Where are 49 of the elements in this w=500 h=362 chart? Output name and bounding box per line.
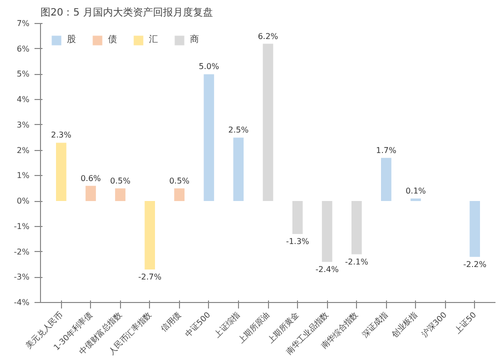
y-tick-label: 7% <box>16 19 30 28</box>
bar <box>410 198 421 202</box>
bar <box>381 158 392 202</box>
chart-title: 图20：5 月国内大类资产回报月度复盘 <box>40 6 213 18</box>
data-label: 6.2% <box>258 32 279 41</box>
y-tick-label: -1% <box>14 222 30 231</box>
bar <box>262 44 274 202</box>
x-tick-label: 信用债 <box>159 310 183 334</box>
legend-label: 股 <box>67 34 77 46</box>
bar <box>144 201 155 270</box>
y-tick-label: -4% <box>14 298 30 307</box>
data-label: -2.4% <box>315 264 340 274</box>
y-tick-label: 4% <box>16 95 30 104</box>
x-tick-label: 创业板指 <box>390 310 419 340</box>
bar <box>174 188 185 202</box>
y-tick-label: 6% <box>16 44 30 54</box>
y-tick-label: 2% <box>16 146 30 155</box>
bar <box>470 201 480 257</box>
bar <box>322 201 332 262</box>
bar <box>86 186 96 202</box>
data-label: -2.2% <box>463 260 487 269</box>
bar <box>233 138 244 202</box>
legend-label: 商 <box>190 34 200 46</box>
bar <box>351 201 362 254</box>
legend-label: 汇 <box>149 34 159 46</box>
legend-label: 债 <box>108 34 118 46</box>
data-label: 5.0% <box>198 62 220 72</box>
data-label: -2.1% <box>345 257 369 266</box>
y-tick-label: 0% <box>16 196 30 206</box>
x-tick-label: 深证成指 <box>360 310 390 340</box>
bar <box>115 188 126 202</box>
data-label: -2.7% <box>138 272 162 282</box>
data-label: 2.5% <box>228 126 250 135</box>
data-label: -1.3% <box>286 237 310 246</box>
data-label: 2.3% <box>51 130 72 140</box>
data-label: 0.5% <box>110 176 131 186</box>
y-tick-label: -2% <box>14 247 30 256</box>
bar <box>204 74 214 202</box>
data-label: 0.1% <box>406 186 426 196</box>
y-tick-label: 5% <box>16 70 30 79</box>
data-label: 1.7% <box>376 146 397 155</box>
bar <box>292 201 303 234</box>
bar <box>56 142 66 202</box>
y-tick-label: 1% <box>16 171 30 180</box>
x-tick-label: 上证50 <box>453 310 478 336</box>
data-label: 0.6% <box>80 174 102 183</box>
data-label: 0.5% <box>169 176 190 186</box>
y-tick-label: 3% <box>16 120 30 130</box>
y-tick-label: -3% <box>14 272 30 282</box>
